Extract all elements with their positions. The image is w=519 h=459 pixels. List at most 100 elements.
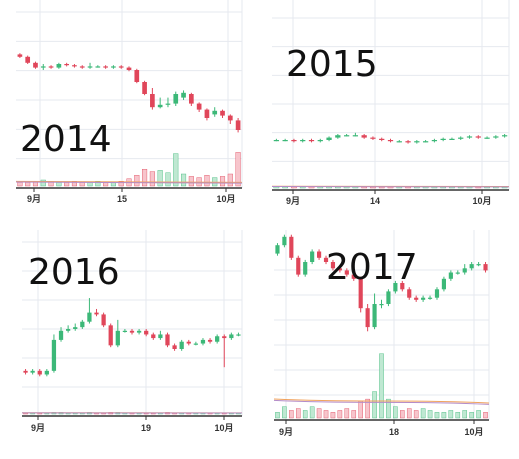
candle (236, 332, 241, 337)
candle (308, 138, 315, 143)
candle-body (484, 137, 490, 139)
volume-bar (165, 172, 171, 187)
candle-body (379, 304, 384, 306)
candle (422, 140, 429, 143)
candle (142, 80, 147, 96)
candle (414, 295, 419, 302)
volume-bar (476, 410, 481, 419)
candle (80, 319, 85, 329)
candle-body (40, 66, 46, 68)
candle-body (204, 109, 210, 118)
candle (441, 276, 446, 292)
candlestick-chart-2017: 9月 18 10月 (273, 230, 490, 437)
x-tick-label: 9月 (279, 427, 293, 437)
candle-body (282, 140, 288, 142)
candle (101, 312, 106, 328)
x-axis: 9月 18 10月 (274, 419, 489, 437)
volume-bar (173, 153, 179, 187)
volume-bar (79, 182, 85, 187)
candle-body (317, 140, 323, 142)
x-tick-label: 19 (141, 423, 151, 433)
volume-bar (204, 174, 210, 187)
candle (330, 259, 336, 271)
volume-bar (181, 173, 187, 187)
candle-body (181, 92, 186, 98)
candle (462, 264, 467, 275)
candle-body (335, 135, 341, 138)
candle-body (344, 270, 349, 275)
candle (17, 53, 23, 58)
volume-bar (87, 182, 93, 187)
candle-body (103, 66, 108, 68)
candle-body (469, 264, 474, 269)
candle-body (291, 140, 297, 142)
candle (317, 138, 323, 143)
candle (58, 327, 64, 342)
chart-panel-2016: 9月 19 10月 2016 (0, 230, 260, 440)
volume-bar (25, 182, 31, 187)
candle-body (372, 304, 377, 328)
chart-panel-2014: 9月 15 10月 2014 (0, 0, 260, 215)
candle-body (158, 334, 163, 339)
candle (469, 262, 474, 271)
candle-body (51, 339, 57, 371)
candle-body (387, 140, 394, 142)
candle (181, 90, 186, 100)
candle (235, 118, 241, 133)
candle (56, 62, 62, 69)
x-tick-label: 10月 (464, 427, 483, 437)
candle (275, 243, 280, 256)
candle-body (56, 64, 62, 68)
volume-bar (275, 412, 280, 419)
candle-body (179, 341, 184, 349)
candle-body (229, 334, 234, 339)
volume-bar (365, 398, 370, 419)
candle (212, 107, 218, 117)
candle (434, 287, 440, 300)
candle (25, 55, 31, 64)
candle-body (273, 140, 280, 142)
candle (405, 140, 411, 144)
candle (379, 299, 384, 309)
volume-bar (434, 412, 440, 419)
candle (484, 136, 490, 139)
volume-bar (344, 408, 350, 419)
gridlines (272, 0, 510, 190)
candle (207, 338, 213, 344)
candle (157, 97, 163, 109)
candle-body (308, 140, 315, 142)
x-tick-label: 18 (389, 427, 399, 437)
candle-body (303, 262, 308, 275)
candle (48, 65, 54, 69)
candle (291, 138, 297, 143)
x-tick-label: 9月 (286, 196, 300, 206)
candle (136, 328, 142, 335)
candle-body (134, 70, 140, 82)
gridlines (16, 0, 243, 188)
candle (448, 270, 453, 281)
volume-bar (219, 176, 226, 187)
candle-body (351, 274, 356, 279)
candle (72, 64, 77, 68)
candle-body (236, 334, 241, 336)
candle-body (115, 330, 120, 346)
gridlines (22, 230, 243, 416)
candle-body (434, 289, 440, 298)
candle-body (80, 321, 85, 328)
candle (475, 135, 481, 139)
candle-body (361, 135, 367, 138)
candle (165, 332, 170, 348)
candle-body (144, 330, 149, 335)
candlestick-chart-2015: 9月 14 10月 (271, 0, 510, 206)
volume-bar (295, 408, 301, 419)
candle (455, 270, 460, 275)
candle (289, 234, 294, 260)
candle (150, 88, 155, 110)
candle-body (458, 137, 464, 139)
candle-body (220, 110, 225, 116)
candle-body (37, 370, 42, 375)
candle (30, 369, 35, 375)
volume-bar (17, 182, 23, 187)
candle (165, 97, 171, 108)
candle-body (172, 345, 177, 349)
